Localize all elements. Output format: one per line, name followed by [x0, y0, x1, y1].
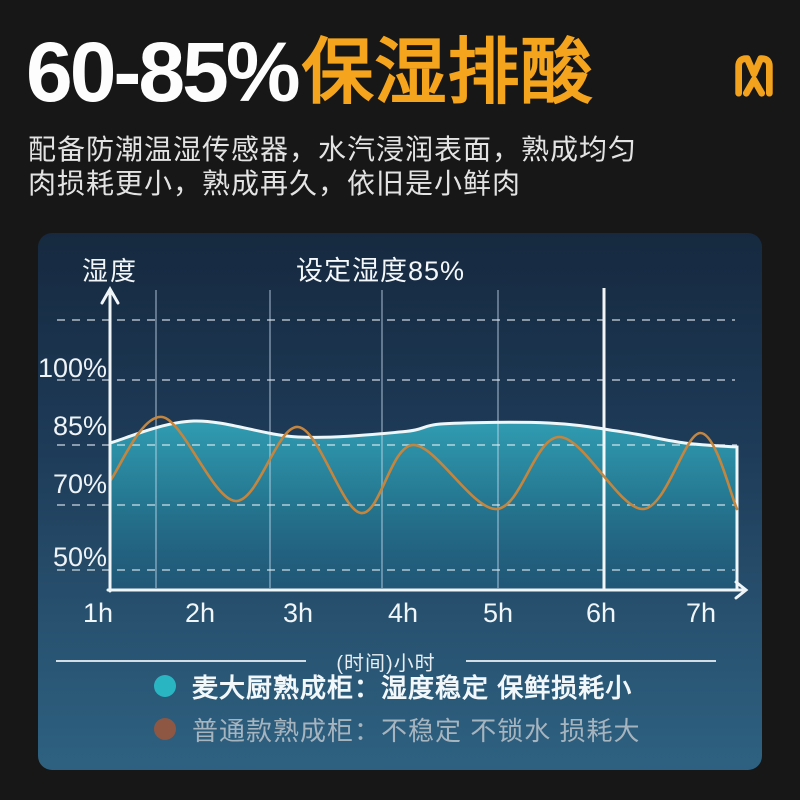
axes: [100, 285, 749, 600]
x-tick-6h: 6h: [586, 598, 616, 628]
y-tick-100: 100%: [38, 353, 107, 383]
x-tick-labels: 1h 2h 3h 4h 5h 6h 7h: [83, 598, 716, 628]
x-tick-4h: 4h: [388, 598, 418, 628]
vertical-gridlines: [155, 290, 499, 588]
caption-rule-left: [56, 660, 307, 662]
humidity-range-value: 60-85%: [26, 25, 301, 119]
x-tick-7h: 7h: [686, 598, 716, 628]
subtitle-line-1: 配备防潮温湿传感器，水汽浸润表面，熟成均匀: [28, 134, 638, 165]
y-tick-70: 70%: [53, 469, 107, 499]
subtitle-line-2: 肉损耗更小，熟成再久，依旧是小鲜肉: [28, 168, 522, 199]
series-stroke-maidachu: [108, 419, 739, 592]
legend-label-maidachu: 麦大厨熟成柜：湿度稳定 保鲜损耗小: [192, 672, 633, 703]
chart-title: 设定湿度85%: [296, 256, 466, 286]
legend: 麦大厨熟成柜：湿度稳定 保鲜损耗小 普通款熟成柜：不稳定 不锁水 损耗大: [154, 671, 640, 757]
x-axis-caption: (时间)小时: [56, 648, 717, 675]
page-title-accent: 保湿排酸: [301, 33, 594, 113]
x-axis-title: (时间)小时: [336, 652, 436, 675]
legend-label-ordinary: 普通款熟成柜：不稳定 不锁水 损耗大: [192, 715, 641, 746]
y-axis-title: 湿度: [82, 256, 139, 286]
dashed-guide-lines: [57, 319, 737, 571]
caption-rule-right: [465, 660, 717, 662]
subtitle: 配备防潮温湿传感器，水汽浸润表面，熟成均匀 肉损耗更小，熟成再久，依旧是小鲜肉: [28, 133, 728, 201]
y-axis-arrow-icon: [100, 285, 120, 305]
legend-item-maidachu: 麦大厨熟成柜：湿度稳定 保鲜损耗小: [154, 671, 640, 703]
series-line-ordinary: [108, 415, 739, 515]
brand-m-logo-icon: [735, 55, 773, 97]
x-axis-arrow-icon: [734, 580, 749, 600]
x-tick-2h: 2h: [185, 598, 215, 628]
page-title: 60-85%保湿排酸: [26, 30, 594, 114]
legend-dot-teal-icon: [154, 675, 176, 697]
x-tick-3h: 3h: [283, 598, 313, 628]
y-tick-85: 85%: [53, 411, 107, 441]
x-tick-5h: 5h: [483, 598, 513, 628]
y-tick-50: 50%: [53, 542, 107, 572]
legend-dot-brown-icon: [154, 718, 176, 740]
humidity-chart: 100% 85% 70% 50% 1h 2h 3h 4h 5h 6h 7h: [38, 285, 749, 628]
humidity-chart-panel: 湿度 设定湿度85%: [38, 233, 762, 770]
legend-item-ordinary: 普通款熟成柜：不稳定 不锁水 损耗大: [154, 714, 640, 746]
x-tick-1h: 1h: [83, 598, 113, 628]
y-tick-labels: 100% 85% 70% 50%: [38, 353, 107, 572]
